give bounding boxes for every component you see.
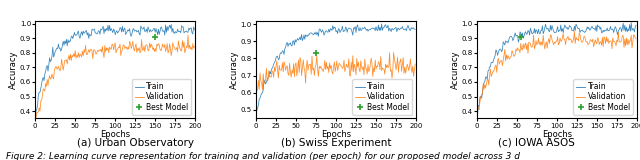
Y-axis label: Accuracy: Accuracy bbox=[451, 50, 460, 89]
Y-axis label: Accuracy: Accuracy bbox=[10, 50, 19, 89]
Legend: Train, Validation, Best Model: Train, Validation, Best Model bbox=[573, 79, 633, 115]
Legend: Train, Validation, Best Model: Train, Validation, Best Model bbox=[132, 79, 191, 115]
X-axis label: Epochs: Epochs bbox=[321, 130, 351, 139]
X-axis label: Epochs: Epochs bbox=[541, 130, 572, 139]
Text: (c) IOWA ASOS: (c) IOWA ASOS bbox=[498, 138, 575, 148]
Text: Figure 2: Learning curve representation for training and validation (per epoch) : Figure 2: Learning curve representation … bbox=[6, 152, 520, 160]
Text: (b) Swiss Experiment: (b) Swiss Experiment bbox=[281, 138, 391, 148]
X-axis label: Epochs: Epochs bbox=[100, 130, 131, 139]
Y-axis label: Accuracy: Accuracy bbox=[230, 50, 239, 89]
Text: (a) Urban Observatory: (a) Urban Observatory bbox=[77, 138, 194, 148]
Legend: Train, Validation, Best Model: Train, Validation, Best Model bbox=[353, 79, 412, 115]
